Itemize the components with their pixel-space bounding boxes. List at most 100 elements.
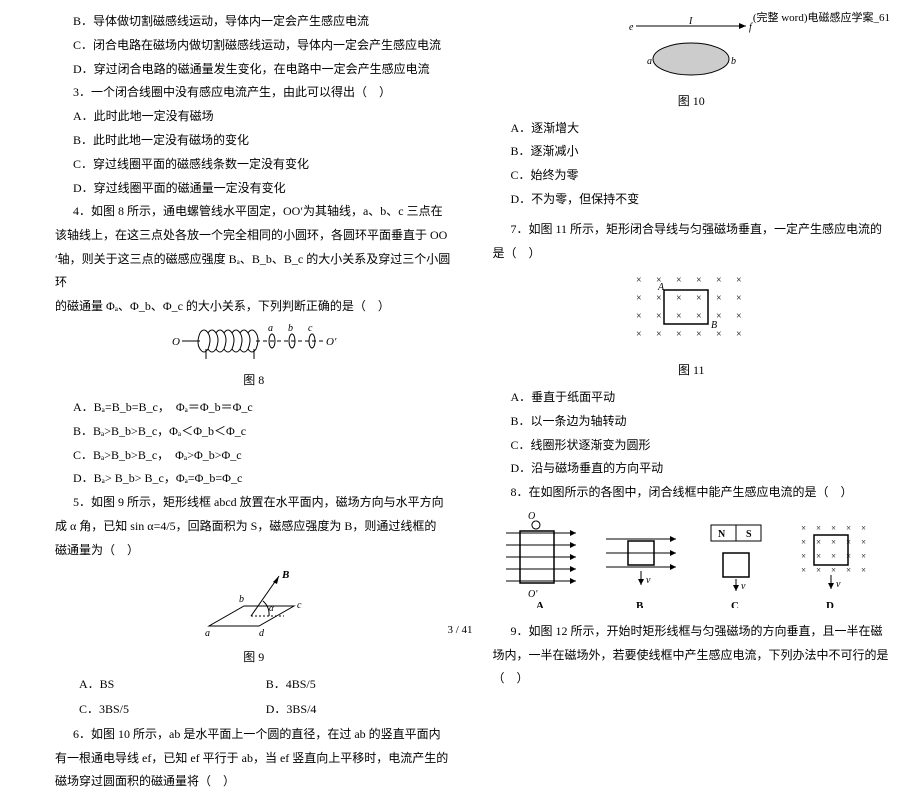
svg-text:×: × [816, 537, 821, 547]
svg-text:B: B [281, 569, 289, 581]
svg-text:B: B [636, 600, 644, 608]
svg-text:b: b [288, 323, 293, 334]
content-columns: B．导体做切割磁感线运动，导体内一定会产生感应电流 C．闭合电路在磁场内做切割磁… [55, 10, 890, 590]
q6-c: C．始终为零 [493, 164, 891, 187]
q6-a: A．逐渐增大 [493, 117, 891, 140]
svg-text:c: c [297, 600, 302, 611]
svg-text:×: × [656, 293, 662, 304]
opt-1d: D．穿过闭合电路的磁通量发生变化，在电路中一定会产生感应电流 [55, 58, 453, 81]
svg-text:b: b [239, 594, 244, 605]
q9-line2: 场内，一半在磁场外，若要使线框中产生感应电流，下列办法中不可行的是 [493, 644, 891, 667]
svg-text:D: D [826, 600, 834, 608]
q4-c: C．Bₐ>B_b>B_c， Φₐ>Φ_b>Φ_c [55, 444, 453, 467]
svg-text:v: v [741, 581, 746, 592]
svg-text:S: S [746, 529, 752, 540]
q5-b: B．4BS/5 [266, 673, 453, 696]
svg-text:b: b [731, 56, 736, 67]
svg-text:×: × [801, 551, 806, 561]
svg-text:×: × [846, 523, 851, 533]
q3-b: B．此时此地一定没有磁场的变化 [55, 129, 453, 152]
svg-text:C: C [731, 600, 739, 608]
svg-text:v: v [646, 575, 651, 586]
q4-line4: 的磁通量 Φₐ、Φ_b、Φ_c 的大小关系，下列判断正确的是（ ） [55, 295, 453, 318]
svg-text:×: × [656, 329, 662, 340]
figure-11: ×××××× ×××××× ×××××× ×××××× A B 图 11 [493, 268, 891, 382]
svg-text:×: × [636, 293, 642, 304]
q6-b: B．逐渐减小 [493, 140, 891, 163]
q6-line3: 磁场穿过圆面积的磁通量将（ ） [55, 770, 453, 793]
svg-text:O′: O′ [326, 336, 337, 348]
q8-line1: 8．在如图所示的各图中，闭合线框中能产生感应电流的是（ ） [493, 481, 891, 504]
svg-text:×: × [831, 537, 836, 547]
svg-text:α: α [269, 603, 274, 613]
svg-text:a: a [647, 56, 652, 67]
svg-text:×: × [676, 275, 682, 286]
figure-8-caption: 图 8 [55, 369, 453, 392]
page-number: 3 / 41 [0, 620, 920, 641]
svg-text:×: × [676, 329, 682, 340]
svg-text:×: × [861, 523, 866, 533]
opt-1c: C．闭合电路在磁场内做切割磁感线运动，导体内一定会产生感应电流 [55, 34, 453, 57]
svg-text:×: × [676, 293, 682, 304]
svg-text:×: × [696, 329, 702, 340]
figure-8: O a b c O′ [55, 321, 453, 392]
q5-a: A．BS [79, 673, 266, 696]
svg-text:×: × [816, 523, 821, 533]
figure-11-caption: 图 11 [493, 359, 891, 382]
svg-text:×: × [696, 293, 702, 304]
svg-text:×: × [736, 275, 742, 286]
q7-d: D．沿与磁场垂直的方向平动 [493, 457, 891, 480]
q6-line1: 6．如图 10 所示，ab 是水平面上一个圆的直径，在过 ab 的竖直平面内 [55, 723, 453, 746]
left-column: B．导体做切割磁感线运动，导体内一定会产生感应电流 C．闭合电路在磁场内做切割磁… [55, 10, 453, 590]
q5-c: C．3BS/5 [79, 698, 266, 721]
svg-text:A: A [536, 600, 544, 608]
q3-a: A．此时此地一定没有磁场 [55, 105, 453, 128]
figure-q8: O O′ A v [493, 508, 891, 616]
svg-text:×: × [861, 537, 866, 547]
svg-text:×: × [676, 311, 682, 322]
q4-a: A．Bₐ=B_b=B_c， Φₐ＝Φ_b＝Φ_c [55, 396, 453, 419]
svg-text:O′: O′ [528, 589, 538, 600]
q4-line2: 该轴线上，在这三点处各放一个完全相同的小圆环，各圆环平面垂直于 OO [55, 224, 453, 247]
svg-text:B: B [711, 320, 717, 331]
q5-line1: 5．如图 9 所示，矩形线框 abcd 放置在水平面内，磁场方向与水平方向 [55, 491, 453, 514]
svg-text:×: × [716, 293, 722, 304]
q5-options-row1: A．BS B．4BS/5 [79, 673, 453, 696]
right-column: e I f a b 图 10 A．逐渐增大 B．逐渐减小 C．始终为零 D．不为… [493, 10, 891, 590]
svg-text:×: × [861, 565, 866, 575]
svg-text:×: × [831, 551, 836, 561]
svg-text:×: × [831, 565, 836, 575]
svg-text:×: × [636, 329, 642, 340]
q7-line1: 7．如图 11 所示，矩形闭合导线与匀强磁场垂直，一定产生感应电流的 [493, 218, 891, 241]
svg-text:×: × [846, 565, 851, 575]
q7-line2: 是（ ） [493, 242, 891, 265]
page-header: (完整 word)电磁感应学案_61 [753, 8, 890, 29]
svg-text:×: × [801, 565, 806, 575]
svg-text:×: × [816, 565, 821, 575]
svg-text:×: × [656, 311, 662, 322]
q4-line3: ′轴，则关于这三点的磁感应强度 Bₐ、B_b、B_c 的大小关系及穿过三个小圆环 [55, 248, 453, 294]
svg-text:v: v [836, 579, 841, 590]
q4-d: D．Bₐ> B_b> B_c，Φₐ=Φ_b=Φ_c [55, 467, 453, 490]
svg-text:×: × [716, 275, 722, 286]
q7-b: B．以一条边为轴转动 [493, 410, 891, 433]
svg-text:×: × [816, 551, 821, 561]
q7-a: A．垂直于纸面平动 [493, 386, 891, 409]
svg-text:×: × [831, 523, 836, 533]
q5-line2: 成 α 角，已知 sin α=4/5，回路面积为 S，磁感应强度为 B，则通过线… [55, 515, 453, 538]
figure-9-caption: 图 9 [55, 646, 453, 669]
svg-text:O: O [172, 336, 180, 348]
svg-text:A: A [657, 282, 665, 293]
svg-text:×: × [696, 275, 702, 286]
q6-d: D．不为零，但保持不变 [493, 188, 891, 211]
q3-d: D．穿过线圈平面的磁通量一定没有变化 [55, 177, 453, 200]
svg-text:N: N [718, 529, 726, 540]
q5-line3: 磁通量为（ ） [55, 539, 453, 562]
q4-b: B．Bₐ>B_b>B_c，Φₐ＜Φ_b＜Φ_c [55, 420, 453, 443]
q9-line3: （ ） [493, 667, 891, 690]
svg-text:a: a [268, 323, 273, 334]
q5-options-row2: C．3BS/5 D．3BS/4 [79, 698, 453, 721]
svg-text:×: × [801, 537, 806, 547]
q3-c: C．穿过线圈平面的磁感线条数一定没有变化 [55, 153, 453, 176]
q4-line1: 4．如图 8 所示，通电螺管线水平固定，OO′为其轴线，a、b、c 三点在 [55, 200, 453, 223]
